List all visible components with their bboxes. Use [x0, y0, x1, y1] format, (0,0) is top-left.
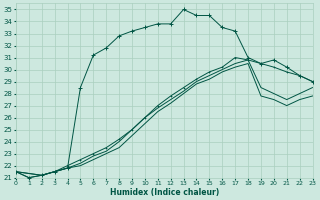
X-axis label: Humidex (Indice chaleur): Humidex (Indice chaleur) — [110, 188, 219, 197]
